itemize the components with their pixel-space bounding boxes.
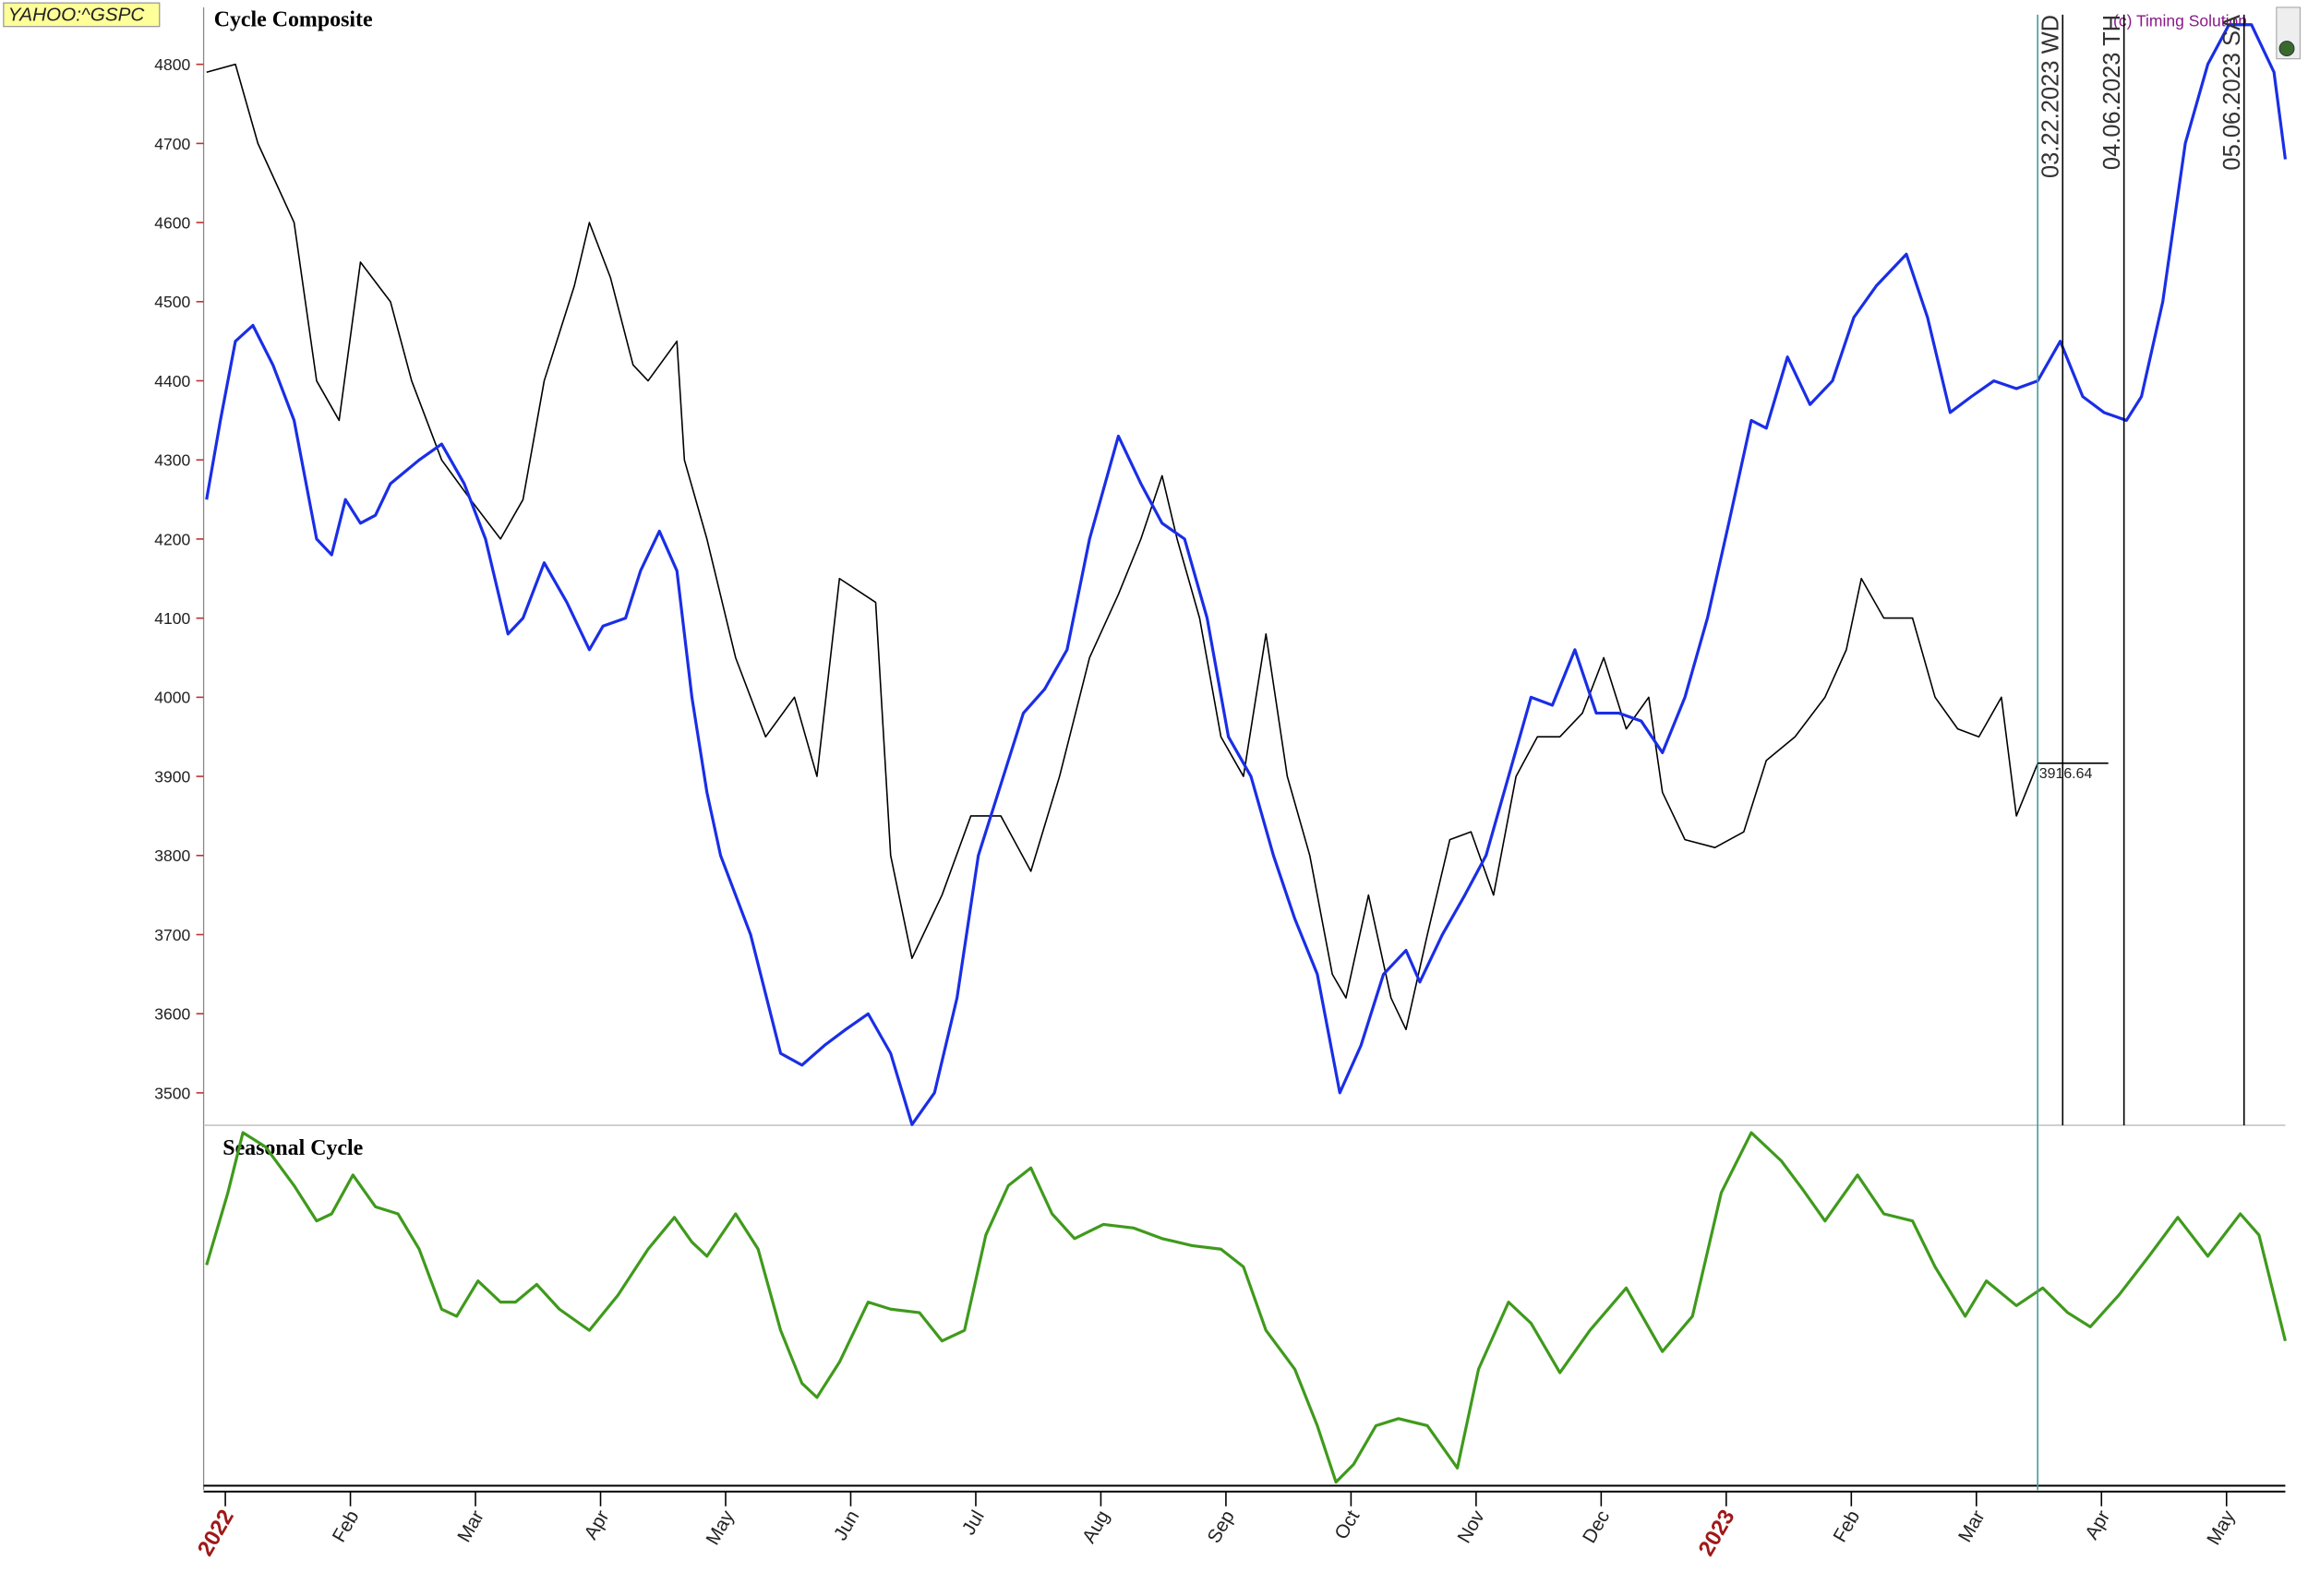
globe-icon[interactable] bbox=[2278, 41, 2295, 57]
y-tick-label: 4300 bbox=[154, 451, 190, 470]
y-tick-label: 3900 bbox=[154, 767, 190, 786]
y-tick-label: 4100 bbox=[154, 609, 190, 628]
y-tick-label: 4500 bbox=[154, 293, 190, 311]
y-tick-label: 4200 bbox=[154, 530, 190, 548]
y-tick-label: 3700 bbox=[154, 926, 190, 944]
y-tick-label: 3500 bbox=[154, 1084, 190, 1102]
date-marker-label: 03.22.2023 WD bbox=[2038, 15, 2064, 178]
y-tick-label: 4400 bbox=[154, 372, 190, 390]
last-price-label: 3916.64 bbox=[2039, 766, 2093, 782]
symbol: YAHOO:^GSPC bbox=[8, 4, 146, 25]
date-marker-label: 05.06.2023 SA bbox=[2219, 15, 2245, 171]
y-tick-label: 4000 bbox=[154, 689, 190, 707]
symbol-box bbox=[3, 2, 161, 28]
y-tick-label: 4800 bbox=[154, 55, 190, 74]
series-line bbox=[205, 1131, 2287, 1484]
y-tick-label: 3600 bbox=[154, 1005, 190, 1024]
series-line bbox=[205, 23, 2288, 1126]
y-tick-label: 4600 bbox=[154, 213, 190, 232]
copyright: (c) Timing Solution bbox=[2113, 12, 2247, 30]
date-marker-label: 04.06.2023 TH bbox=[2099, 15, 2125, 170]
y-tick-label: 4700 bbox=[154, 135, 190, 153]
y-tick-label: 3800 bbox=[154, 846, 190, 865]
panel-title: Seasonal Cycle bbox=[222, 1136, 363, 1160]
panel-title: Cycle Composite bbox=[214, 8, 373, 32]
series-line bbox=[206, 63, 2038, 1031]
